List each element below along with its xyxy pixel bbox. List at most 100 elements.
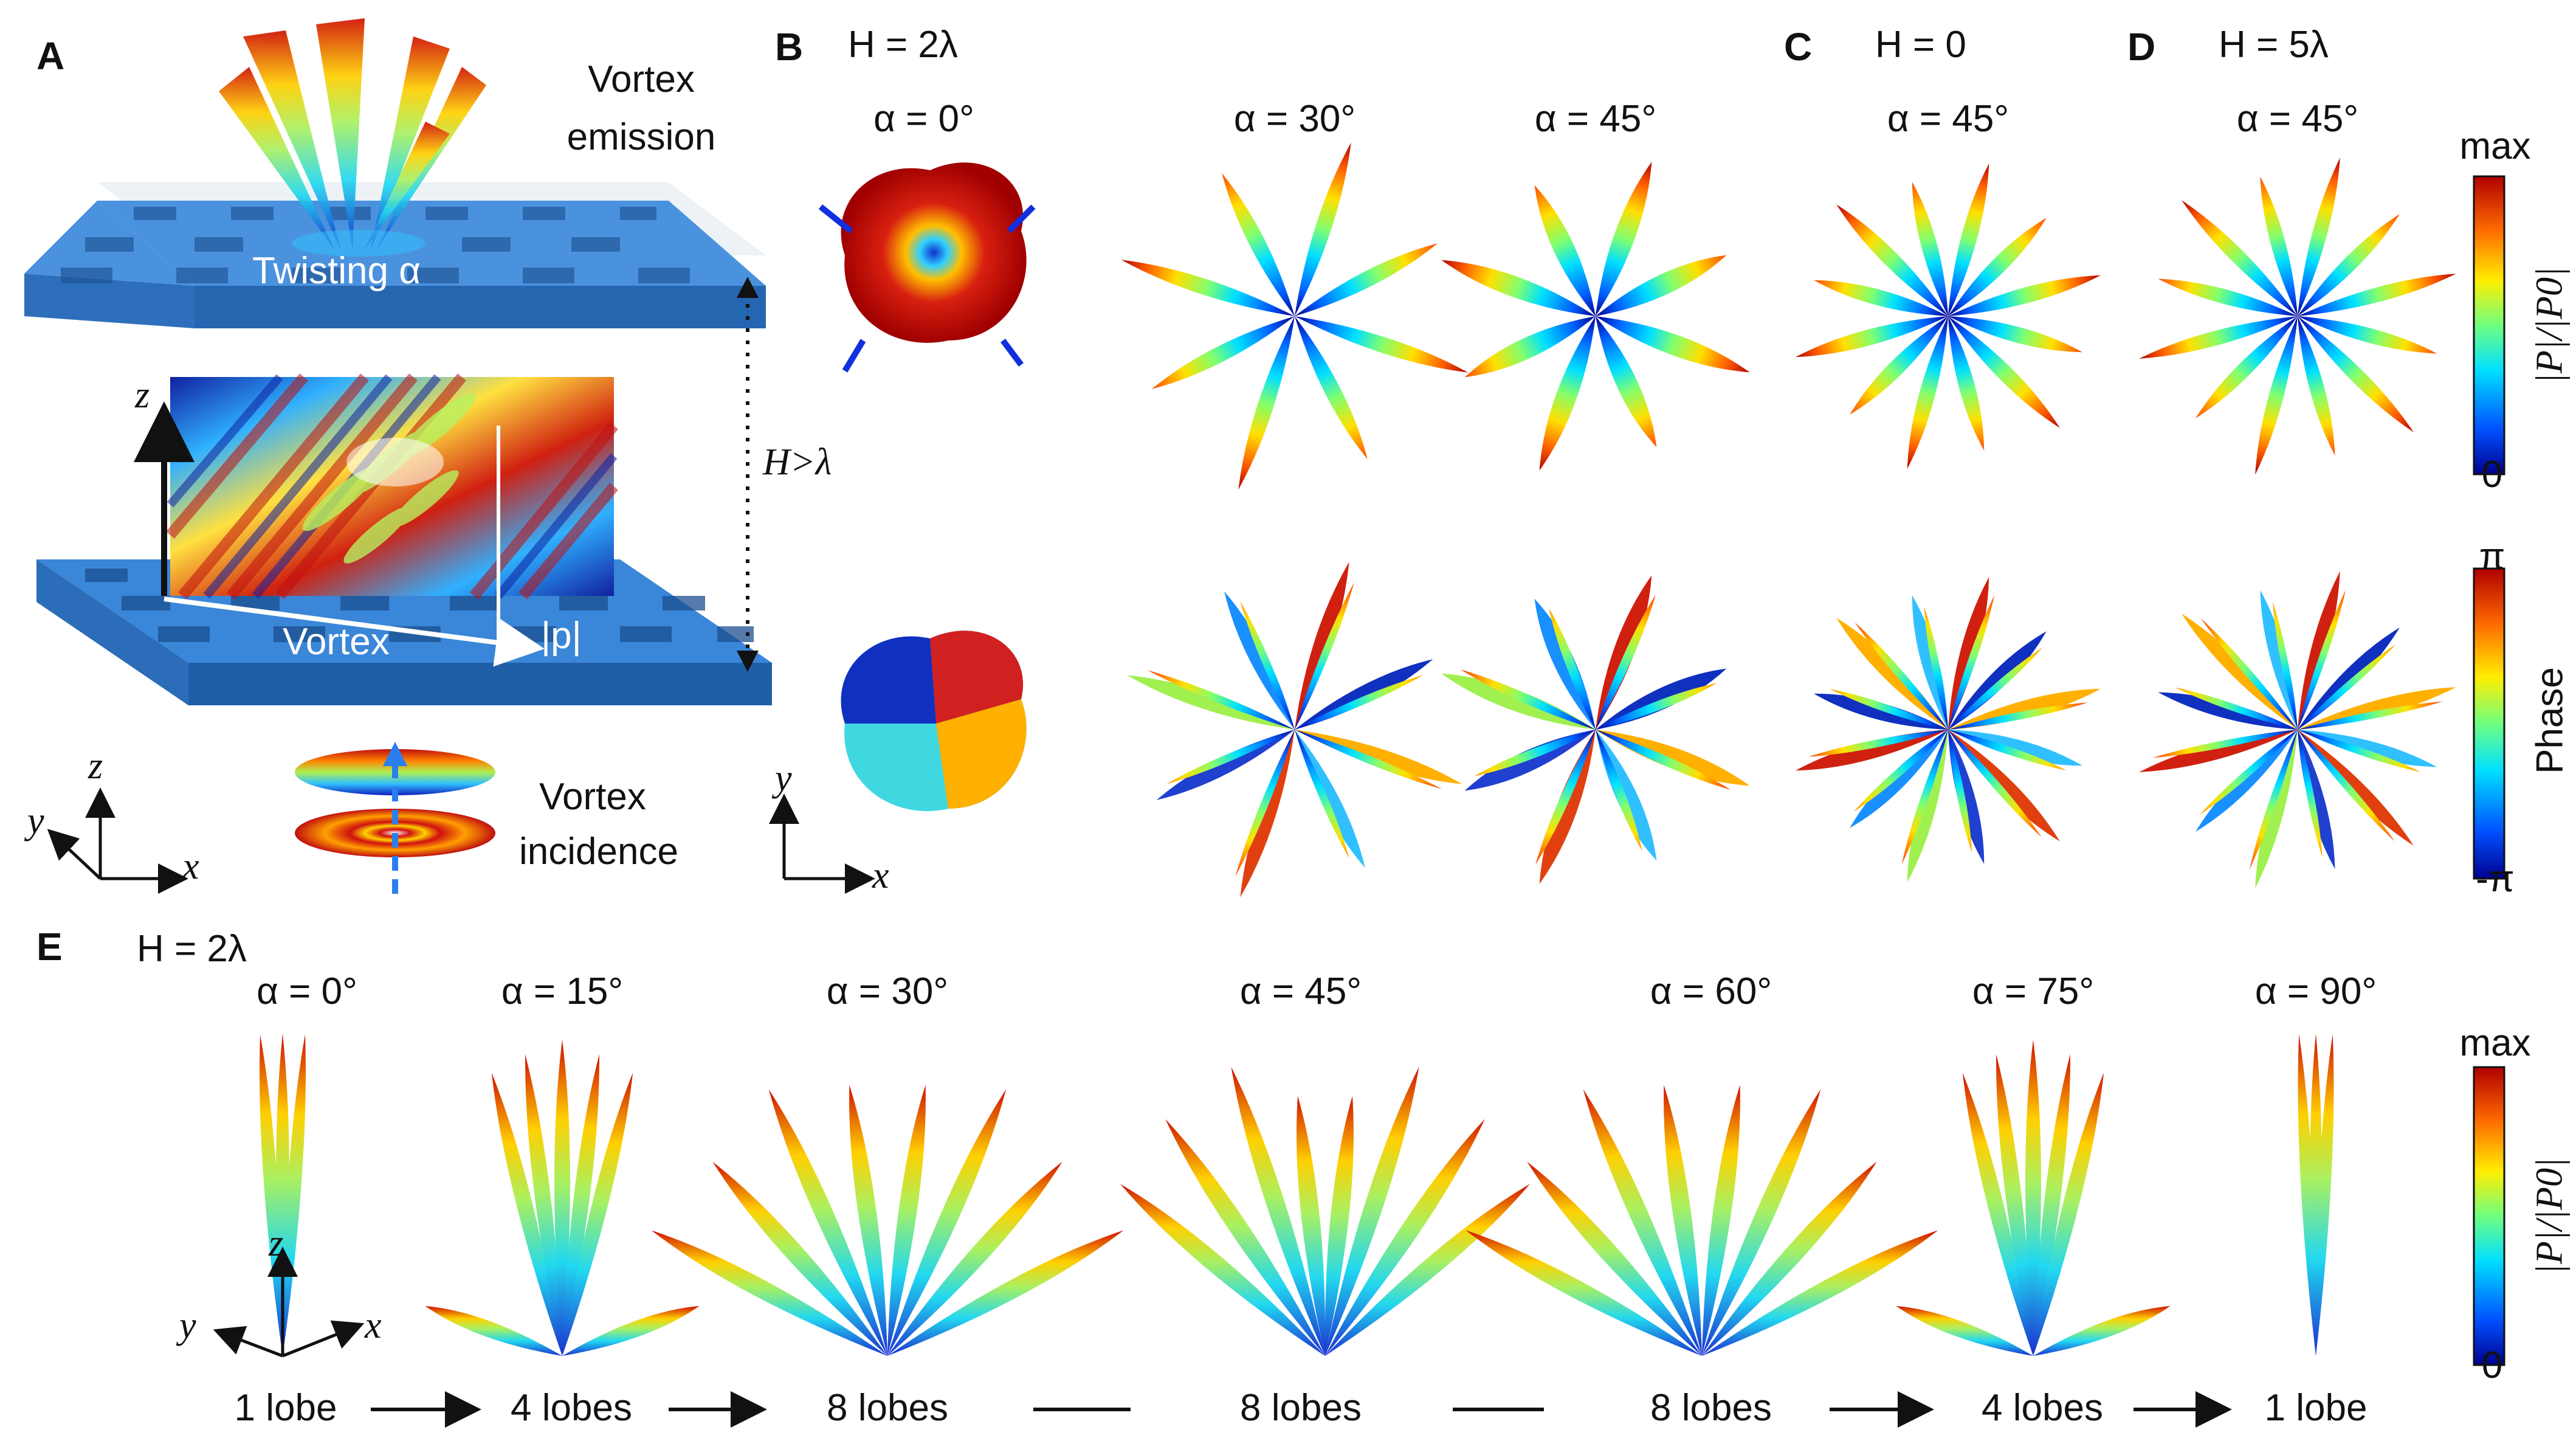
colorbar-bottom-min: 0 [2481, 1344, 2503, 1386]
field-plane [166, 373, 618, 600]
lobe-count-60: 8 lobes [1650, 1387, 1772, 1429]
colorbar-top-title: |P|/|P0| [2529, 266, 2571, 384]
radiation-lobe [562, 1054, 599, 1356]
polar-petal [1912, 181, 1948, 316]
polar-petal [1240, 601, 1295, 730]
colorbar-bottom-title: |P|/|P0| [2529, 1157, 2571, 1275]
panel-b-angle-0: α = 0° [873, 98, 974, 140]
polar-petal [1222, 173, 1295, 316]
polar-petal [1238, 316, 1295, 490]
top-metasurface [24, 182, 766, 328]
polar-petal [2298, 730, 2421, 772]
polar-petal [2199, 730, 2298, 815]
colorbar-amplitude-bottom [2473, 1066, 2505, 1366]
polar-petal [2298, 590, 2346, 730]
lobe-count-0: 1 lobe [234, 1387, 337, 1429]
polar-petal [1295, 562, 1349, 730]
panel-e-angle-60: α = 60° [1650, 970, 1772, 1012]
colorbar-phase-min: -π [2476, 858, 2515, 900]
radiation-lobe [1324, 1096, 1354, 1356]
panel-a-illustration [24, 18, 772, 894]
polar-petal [1596, 730, 1642, 851]
polar-petal [2152, 730, 2298, 758]
panel-b-blob-amplitude [818, 162, 1036, 373]
polar-petal [1295, 730, 1442, 789]
polar-petal [2200, 618, 2298, 730]
colorbar-phase-title: Phase [2529, 667, 2571, 774]
radiation-lobe [1465, 1230, 1702, 1356]
polar-petal [1151, 316, 1295, 389]
polar-petal [1549, 608, 1596, 730]
polar-petal [2273, 602, 2298, 730]
polar-petal [2298, 274, 2456, 316]
lobe-count-45: 8 lobes [1240, 1387, 1362, 1429]
polar-petal [1830, 688, 1948, 730]
polar-petal [1295, 243, 1438, 316]
polar-petal [2255, 730, 2298, 888]
polar-petal [2298, 730, 2414, 846]
panel-b-header: H = 2λ [848, 24, 958, 66]
panel-a-coord-triad [47, 787, 188, 894]
polar-petal [1948, 730, 2042, 837]
panel-e-x-label: x [365, 1305, 382, 1346]
radiation-lobe [887, 1161, 1062, 1356]
polar-petal [2298, 157, 2340, 316]
panel-c-header: H = 0 [1875, 24, 1966, 66]
polar-petal [2139, 316, 2298, 359]
radiation-lobe [2025, 1040, 2041, 1356]
panel-a-triad-z: z [88, 745, 103, 787]
lobe-count-90: 1 lobe [2264, 1387, 2368, 1429]
polar-petal [2298, 316, 2414, 432]
polar-petal [2298, 730, 2395, 842]
polar-petal [1948, 702, 2088, 730]
colorbar-phase-max: π [2479, 536, 2505, 578]
polar-petal [1808, 730, 1948, 757]
radiation-lobe [425, 1305, 562, 1356]
lobe-count-30: 8 lobes [827, 1387, 948, 1429]
radiation-lobe [2315, 1034, 2334, 1356]
polar-petal [1855, 622, 1948, 730]
polar-petal [1596, 162, 1652, 316]
polar-petal [1127, 675, 1295, 730]
polar-petal [1850, 316, 1948, 415]
polar-petal [2298, 701, 2443, 730]
polar-petal [1295, 675, 1424, 730]
polar-petal [1596, 255, 1727, 316]
polar-petal [2260, 176, 2298, 316]
radiation-lobe [2033, 1073, 2104, 1356]
panel-d-header: H = 5λ [2219, 24, 2329, 66]
polar-petal [1295, 730, 1349, 859]
radiation-lobe [491, 1073, 562, 1356]
radiation-lobe [1664, 1085, 1702, 1356]
panel-b-angle-30: α = 30° [1233, 98, 1356, 140]
radiation-lobe [768, 1089, 887, 1356]
panel-e-angle-90: α = 90° [2254, 970, 2377, 1012]
polar-petal [2182, 614, 2298, 730]
panel-c-angle-45: α = 45° [1887, 98, 2009, 140]
polar-petal [1534, 185, 1596, 316]
polar-petal [1240, 730, 1295, 897]
polar-petal [1907, 316, 1948, 469]
polar-petal [2182, 200, 2298, 316]
polar-petal [2298, 730, 2323, 857]
polar-petal [2249, 730, 2298, 869]
polar-petal [2195, 316, 2298, 419]
polar-petal [2298, 644, 2396, 730]
polar-petal [1596, 683, 1717, 730]
colorbar-top-max: max [2459, 125, 2531, 167]
polar-petal [1121, 260, 1295, 316]
radiation-lobe [1702, 1161, 1877, 1356]
panel-e-angle-75: α = 75° [1972, 970, 2095, 1012]
panel-b-x-label: x [872, 855, 889, 896]
radiation-lobe [1702, 1085, 1740, 1356]
polar-petal [1464, 316, 1596, 378]
polar-petal [1148, 670, 1295, 730]
polar-petal [1813, 280, 1948, 316]
polar-petal [1295, 142, 1351, 316]
polar-petal [1948, 218, 2047, 316]
panel-e-angle-30: α = 30° [826, 970, 949, 1012]
polar-petal [1295, 730, 1462, 784]
panel-label-c: C [1784, 25, 1813, 69]
polar-petal [1924, 606, 1948, 730]
